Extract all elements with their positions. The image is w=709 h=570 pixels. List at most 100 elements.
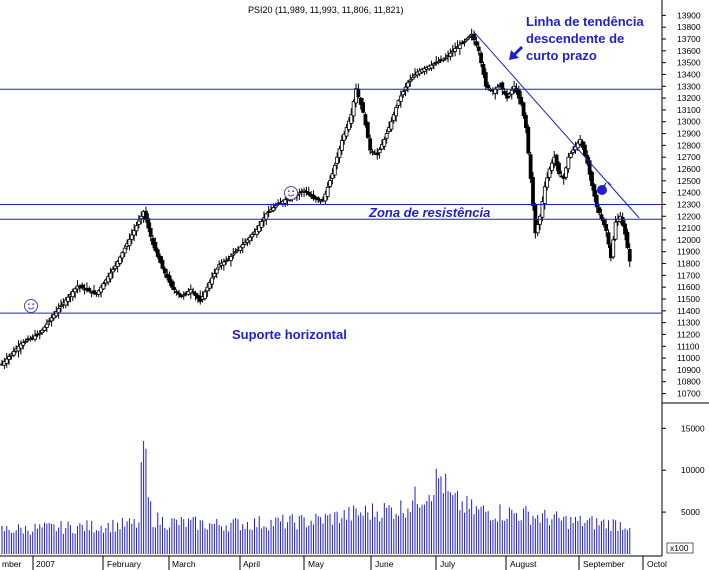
candle-body: [337, 148, 342, 158]
candle-body: [467, 36, 472, 39]
candle-body: [356, 88, 361, 97]
candle-body: [328, 180, 332, 187]
candle-body: [507, 93, 512, 97]
volume-tick-label: 15000: [681, 423, 705, 433]
price-tick-label: 13900: [677, 10, 701, 20]
candle-body: [545, 177, 550, 188]
candle-body: [144, 210, 148, 221]
trendline-label-line-3: curto prazo: [526, 48, 597, 63]
candle-body: [460, 42, 465, 45]
month-label: May: [308, 559, 325, 569]
price-tick-label: 13500: [677, 58, 701, 68]
candle-body: [443, 57, 448, 60]
chart-title: PSI20 (11,989, 11,993, 11,806, 11,821): [248, 5, 403, 15]
candle-body: [599, 214, 604, 220]
candle-body: [170, 280, 174, 288]
candle-body: [224, 259, 229, 262]
volume-tick-label: 5000: [681, 507, 700, 517]
price-tick-label: 12200: [677, 211, 701, 221]
trendline-label-line-2: descendente de: [526, 31, 624, 46]
candle-body: [120, 252, 125, 259]
candle-body: [406, 82, 410, 88]
volume-tick-label: 10000: [681, 465, 705, 475]
candle-body: [87, 288, 92, 292]
price-tick-label: 13000: [677, 117, 701, 127]
month-label: March: [172, 559, 196, 569]
candle-body: [52, 314, 56, 319]
candle-body: [568, 153, 573, 158]
candle-body: [63, 299, 68, 306]
price-tick-label: 12800: [677, 140, 701, 150]
candle-body: [122, 247, 127, 254]
candlesticks: [0, 28, 632, 370]
candle-body: [611, 239, 616, 258]
candle-body: [339, 140, 344, 151]
candle-body: [243, 241, 247, 245]
candle-body: [264, 213, 269, 220]
candle-body: [627, 249, 632, 262]
candle-body: [188, 289, 193, 294]
candle-body: [384, 133, 389, 139]
candle-body: [191, 291, 196, 294]
candle-body: [391, 114, 396, 121]
candle-body: [479, 52, 483, 64]
price-tick-label: 12000: [677, 235, 701, 245]
candle-body: [620, 217, 625, 226]
candle-body: [271, 207, 276, 212]
month-label: mber: [2, 559, 22, 569]
candle-body: [231, 253, 236, 256]
candle-body: [474, 41, 479, 46]
price-tick-label: 11600: [677, 282, 700, 292]
support-line-label: Suporte horizontal: [232, 327, 347, 342]
smiley-icon: [284, 186, 298, 200]
candle-body: [101, 283, 106, 290]
price-tick-label: 11400: [677, 306, 700, 316]
candle-body: [240, 244, 245, 249]
candle-body: [394, 107, 399, 117]
candle-body: [23, 340, 28, 343]
bomb-icon: [597, 181, 612, 195]
candle-body: [481, 64, 486, 75]
candle-body: [210, 277, 214, 285]
candle-body: [623, 223, 627, 235]
candle-body: [70, 291, 75, 298]
candle-body: [155, 249, 160, 257]
month-label: July: [440, 559, 456, 569]
price-tick-label: 13800: [677, 22, 701, 32]
price-tick-label: 10900: [677, 365, 701, 375]
candle-body: [335, 156, 340, 164]
candle-body: [257, 225, 262, 233]
candle-body: [99, 286, 104, 293]
candle-body: [174, 291, 179, 293]
price-tick-label: 11000: [677, 353, 700, 363]
price-tick-label: 12900: [677, 129, 701, 139]
candle-body: [344, 127, 349, 137]
candle-body: [167, 275, 172, 283]
smiley-icon: [24, 299, 38, 313]
candle-body: [250, 234, 255, 238]
candle-body: [44, 323, 49, 328]
month-label: 2007: [36, 559, 55, 569]
price-tick-label: 10800: [677, 377, 701, 387]
candle-body: [11, 351, 16, 356]
candle-body: [113, 265, 118, 269]
price-tick-label: 13300: [677, 81, 701, 91]
candle-body: [342, 133, 347, 141]
candle-body: [330, 173, 335, 179]
candle-body: [111, 269, 115, 273]
candle-body: [212, 273, 217, 278]
candle-body: [457, 44, 462, 49]
price-tick-label: 11800: [677, 259, 700, 269]
price-tick-label: 11100: [677, 341, 700, 351]
candle-body: [519, 96, 524, 105]
candle-body: [158, 255, 163, 263]
candle-body: [266, 211, 271, 213]
candle-body: [66, 296, 70, 302]
candle-body: [332, 165, 337, 176]
candle-body: [521, 102, 526, 117]
candle-body: [118, 256, 122, 264]
arrow-icon: [509, 45, 524, 60]
candle-body: [148, 227, 153, 237]
candle-body: [160, 259, 165, 269]
